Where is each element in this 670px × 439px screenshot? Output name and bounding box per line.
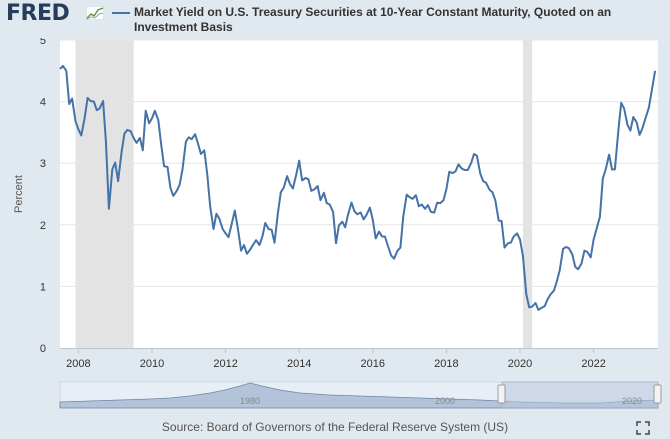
y-tick-label-5: 5 bbox=[40, 38, 46, 47]
series-line[interactable] bbox=[59, 64, 657, 311]
source-note: Source: Board of Governors of the Federa… bbox=[161, 420, 509, 434]
gridlines bbox=[60, 39, 658, 287]
x-tick-label-2014: 2014 bbox=[287, 358, 311, 370]
x-tick-label-2008: 2008 bbox=[66, 358, 90, 370]
navigator-tick-1980: 1980 bbox=[240, 396, 260, 406]
navigator-handle-left[interactable] bbox=[497, 384, 506, 404]
navigator-tick-2000: 2000 bbox=[435, 396, 455, 406]
x-tick-label-2018: 2018 bbox=[434, 358, 458, 370]
y-tick-label-0: 0 bbox=[40, 343, 46, 355]
y-tick-label-4: 4 bbox=[40, 97, 46, 109]
y-axis-label: Percent bbox=[13, 175, 25, 213]
x-tick-label-2010: 2010 bbox=[140, 358, 164, 370]
y-tick-label-2: 2 bbox=[40, 220, 46, 232]
recession-band-1 bbox=[522, 40, 533, 348]
legend-line-swatch bbox=[112, 12, 130, 14]
y-axis: 0 1 2 3 4 5 bbox=[40, 38, 46, 355]
x-tick-label-2020: 2020 bbox=[508, 358, 532, 370]
x-tick-label-2022: 2022 bbox=[581, 358, 605, 370]
fred-chart-icon bbox=[86, 6, 104, 20]
navigator-selection[interactable] bbox=[501, 381, 659, 409]
recession-shading bbox=[75, 40, 533, 348]
x-axis: 2008 2010 2012 2014 2016 2018 2020 2022 bbox=[66, 348, 606, 370]
y-tick-label-3: 3 bbox=[40, 158, 46, 170]
legend-series-title[interactable]: Market Yield on U.S. Treasury Securities… bbox=[134, 5, 612, 34]
plot-background bbox=[60, 40, 658, 348]
fullscreen-icon[interactable] bbox=[636, 421, 650, 435]
x-tick-label-2012: 2012 bbox=[213, 358, 237, 370]
navigator-tick-2020: 2020 bbox=[622, 396, 642, 406]
x-tick-label-2016: 2016 bbox=[361, 358, 385, 370]
recession-band-0 bbox=[75, 40, 134, 348]
y-tick-label-1: 1 bbox=[40, 281, 46, 293]
chart-header: FRED Market Yield on U.S. Treasury Secur… bbox=[0, 0, 670, 40]
navigator[interactable]: 1980 2000 2020 bbox=[0, 380, 670, 410]
fred-logo[interactable]: FRED bbox=[6, 1, 70, 26]
navigator-handle-right[interactable] bbox=[653, 384, 662, 404]
